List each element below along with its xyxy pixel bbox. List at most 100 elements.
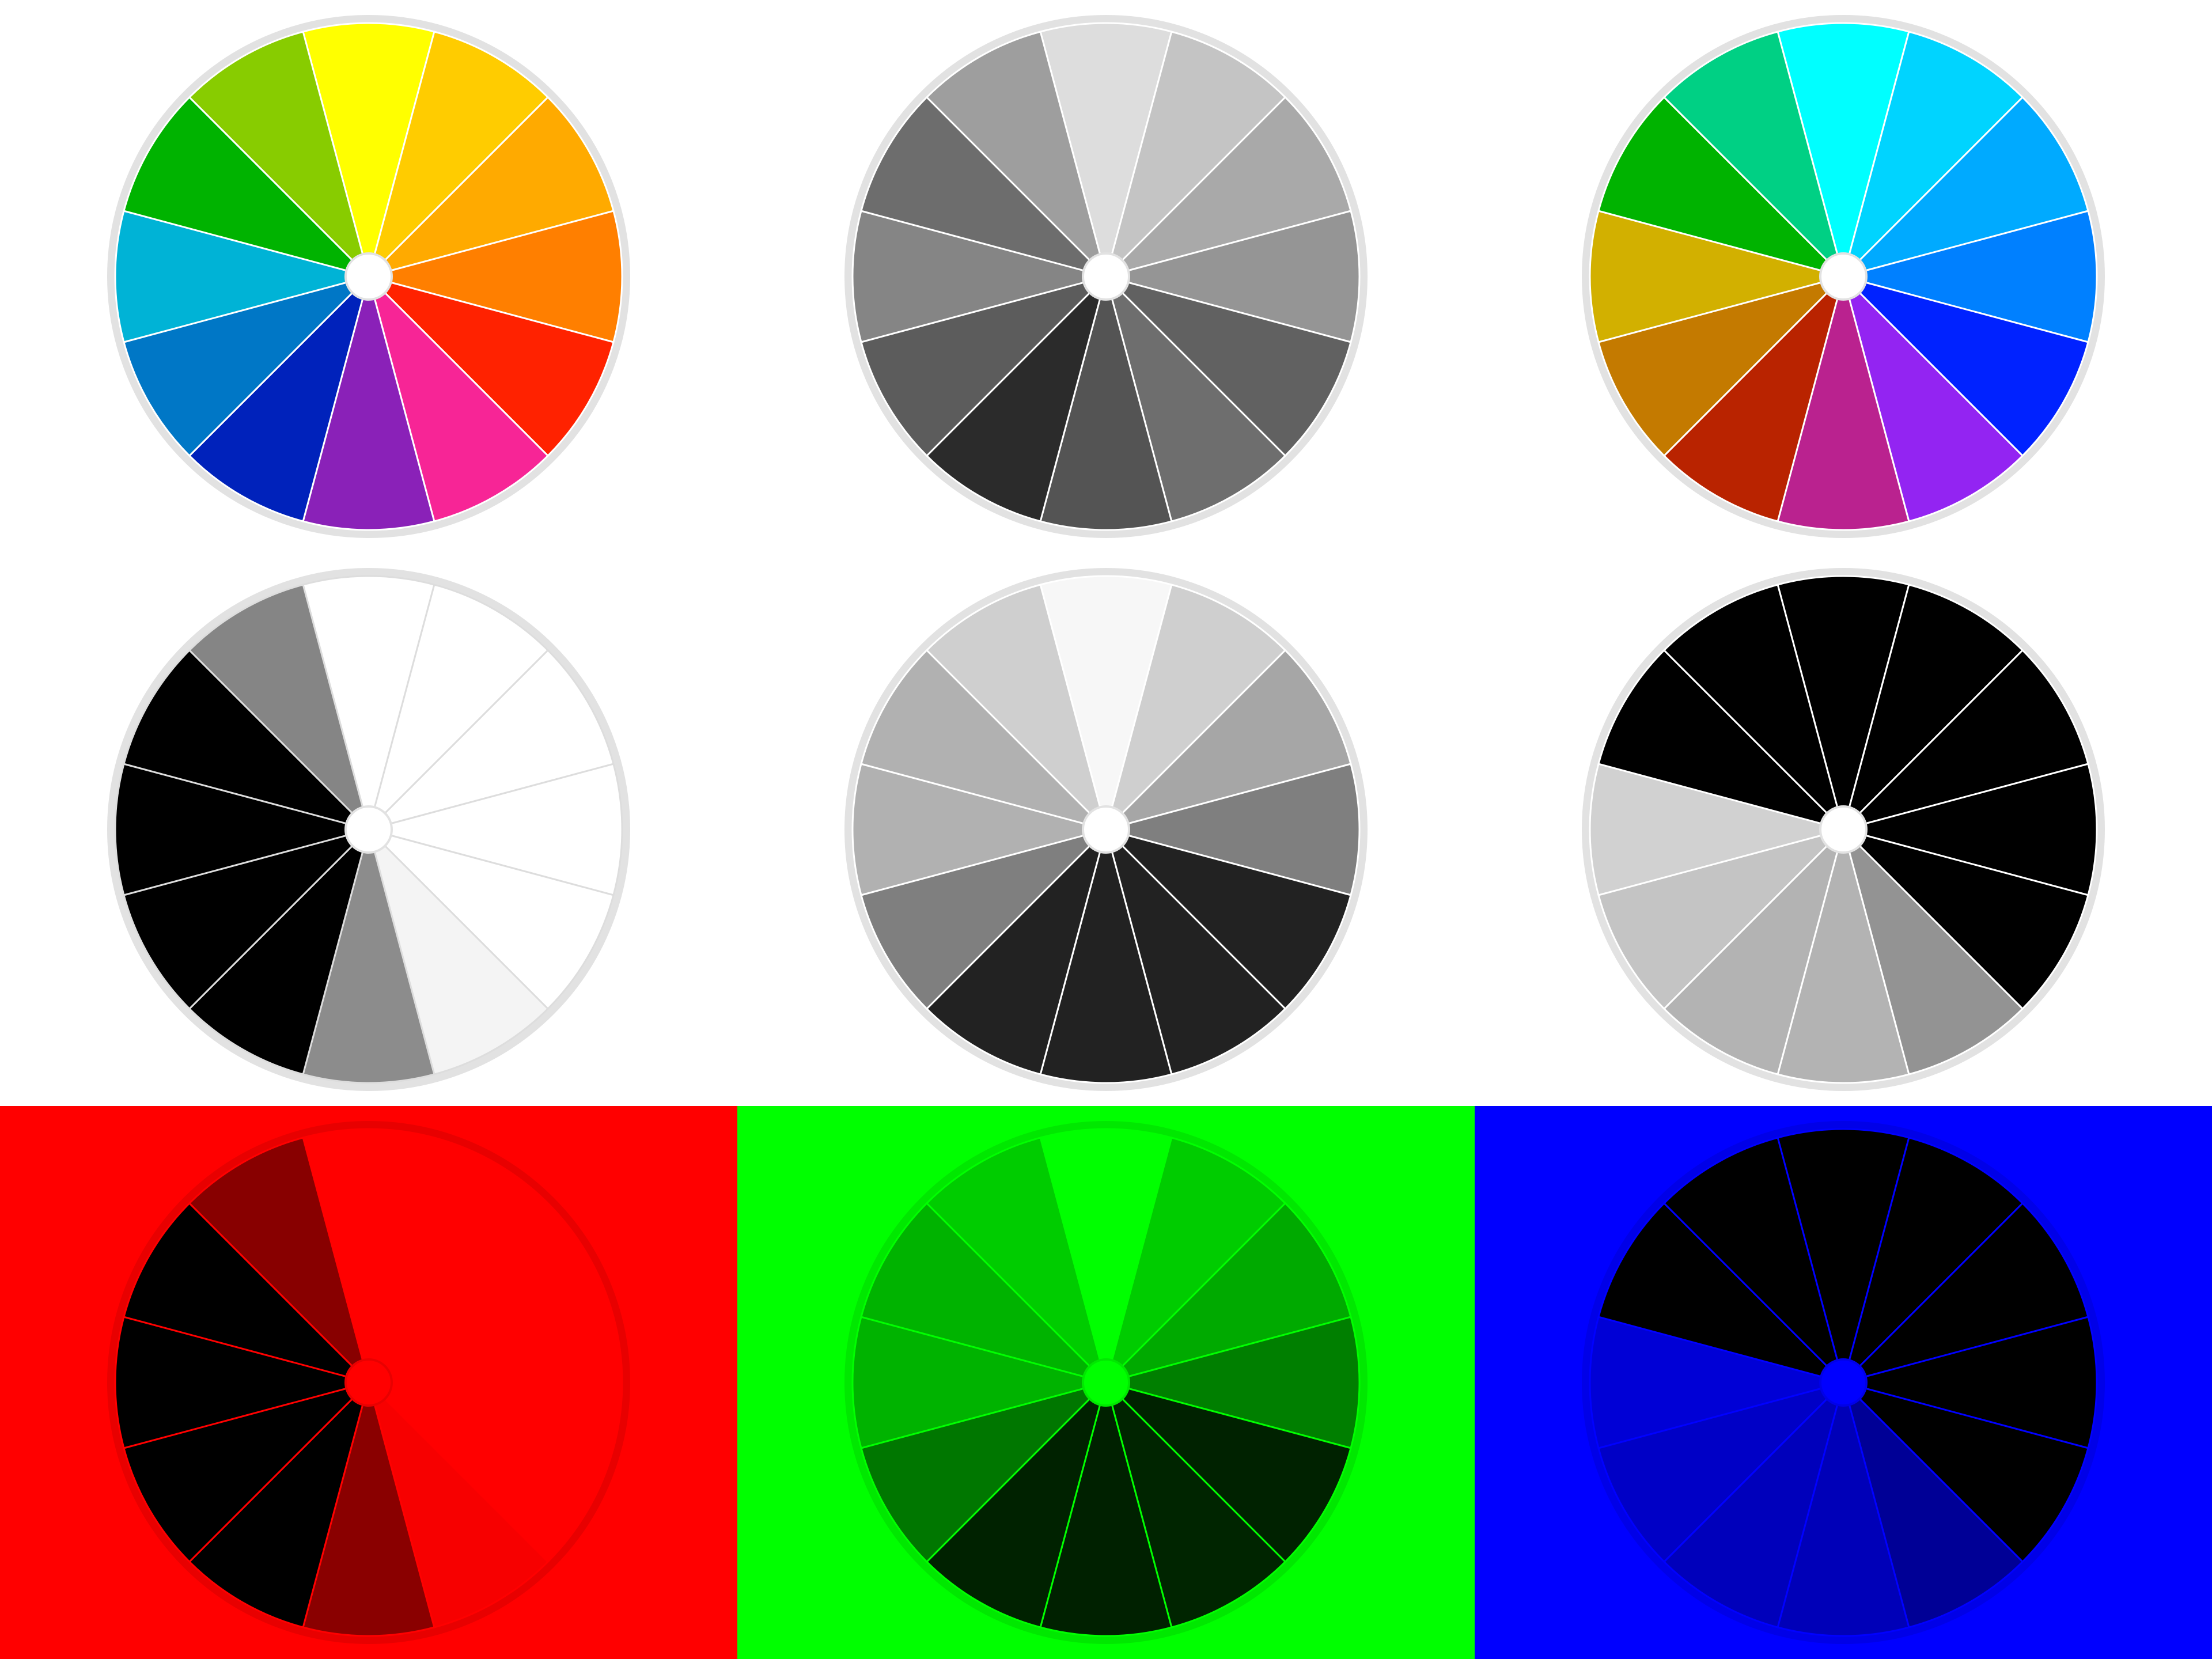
wheel-segment: [368, 275, 549, 522]
wheel-segment: [1842, 828, 2024, 1075]
wheel-segment: [851, 763, 1107, 896]
wheel-cell-grayscale: [737, 0, 1475, 553]
wheel-cell-black-light: [1475, 553, 2212, 1106]
wheel-segment: [1105, 275, 1352, 457]
wheel-blue-channel: [1582, 1121, 2105, 1644]
wheel-segment: [1663, 1137, 1844, 1384]
wheel-segment: [1663, 584, 1844, 831]
wheel-segment: [188, 31, 370, 278]
wheel-segment: [123, 1381, 370, 1563]
wheel-segment: [860, 275, 1107, 457]
wheel-segment: [1105, 31, 1286, 278]
wheel-segment: [1105, 1137, 1286, 1384]
wheel-segment: [926, 1137, 1107, 1384]
wheel-segment: [1597, 275, 1844, 457]
wheel-segment: [123, 275, 370, 457]
wheel-hub: [1082, 252, 1130, 301]
wheel-segment: [1039, 1128, 1173, 1384]
wheel-cell-blue-channel: [1475, 1106, 2212, 1659]
wheel-segment: [926, 828, 1107, 1075]
wheel-segment: [1842, 763, 2098, 896]
wheel-segment: [188, 1137, 370, 1384]
wheel-segment: [1589, 210, 1844, 343]
wheel-segment: [1663, 275, 1844, 522]
wheel-segment: [368, 31, 549, 278]
wheel-segment: [860, 828, 1107, 1010]
wheel-rim: [107, 15, 630, 538]
wheel-cell-white-black: [0, 553, 737, 1106]
wheel-color: [107, 15, 630, 538]
wheel-segment: [1105, 1381, 1286, 1628]
wheel-segment: [1105, 828, 1286, 1075]
wheel-black-light: [1582, 568, 2105, 1091]
wheel-rim: [844, 15, 1368, 538]
wheel-segment: [368, 1137, 549, 1384]
wheel-segment: [123, 649, 370, 831]
wheel-segment: [1597, 828, 1844, 1010]
wheel-segment: [1777, 1381, 1910, 1637]
wheel-segment: [1842, 584, 2024, 831]
wheel-segment: [368, 828, 549, 1075]
wheel-hub: [1819, 805, 1868, 854]
wheel-segment: [1777, 828, 1910, 1084]
wheel-segment: [1105, 1381, 1352, 1563]
wheel-segment: [1777, 22, 1910, 278]
wheel-alternate-color: [1582, 15, 2105, 538]
wheel-segment: [1842, 1137, 2024, 1384]
wheel-segment: [368, 1381, 549, 1628]
wheel-segment: [1842, 1381, 2089, 1563]
wheel-segment: [1777, 1128, 1910, 1384]
wheel-segment: [926, 275, 1107, 522]
wheel-hub: [344, 252, 393, 301]
wheel-segment: [1663, 1381, 1844, 1628]
wheel-segment: [302, 1381, 435, 1637]
wheel-segment: [926, 584, 1107, 831]
wheel-segment: [1777, 575, 1910, 831]
wheel-segment: [1842, 275, 2024, 522]
wheel-rim: [844, 568, 1368, 1091]
wheel-segment: [368, 649, 615, 831]
wheel-grayscale: [844, 15, 1368, 538]
wheel-segment: [1105, 96, 1352, 278]
wheel-segment: [926, 31, 1107, 278]
wheel-segment: [302, 1128, 435, 1384]
wheel-segment: [368, 275, 615, 457]
wheel-segment: [1842, 96, 2089, 278]
wheel-cell-alternate-color: [1475, 0, 2212, 553]
wheel-segment: [1663, 828, 1844, 1075]
wheel-segment: [1039, 1381, 1173, 1637]
wheel-segment: [188, 275, 370, 522]
wheel-segment: [188, 1381, 370, 1628]
wheel-hub: [344, 805, 393, 854]
wheel-segment: [188, 584, 370, 831]
wheel-segment: [1105, 1316, 1361, 1449]
wheel-segment: [1597, 96, 1844, 278]
wheel-segment: [1597, 649, 1844, 831]
wheel-red-channel: [107, 1121, 630, 1644]
wheel-segment: [1039, 575, 1173, 831]
wheel-segment: [1842, 31, 2024, 278]
wheel-cell-color: [0, 0, 737, 553]
wheel-segment: [851, 210, 1107, 343]
wheel-segment: [1039, 828, 1173, 1084]
wheel-segment: [1105, 584, 1286, 831]
wheel-segment: [1105, 210, 1361, 343]
wheel-segment: [860, 96, 1107, 278]
wheel-rim: [107, 1121, 630, 1644]
wheel-segment: [188, 828, 370, 1075]
wheel-segment: [302, 275, 435, 531]
wheel-segment: [302, 828, 435, 1084]
wheel-segment: [1663, 31, 1844, 278]
wheel-cell-light-dark: [737, 553, 1475, 1106]
wheel-segment: [1589, 763, 1844, 896]
wheel-segment: [368, 1316, 623, 1449]
wheel-segment: [123, 96, 370, 278]
wheel-hub: [344, 1358, 393, 1407]
wheel-segment: [114, 763, 370, 896]
wheel-segment: [1597, 1381, 1844, 1563]
wheel-segment: [860, 1202, 1107, 1384]
wheel-segment: [1039, 22, 1173, 278]
wheel-segment: [123, 1202, 370, 1384]
wheel-hub: [1082, 1358, 1130, 1407]
